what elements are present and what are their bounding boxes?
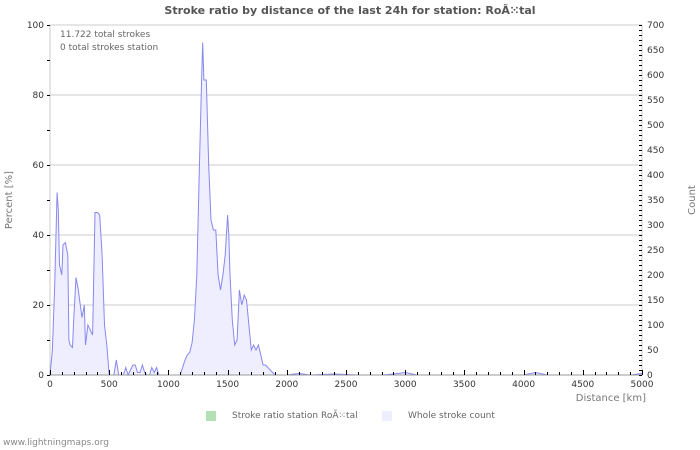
gridlines <box>50 94 642 306</box>
svg-text:150: 150 <box>647 296 664 306</box>
svg-text:350: 350 <box>647 196 664 206</box>
footer-link[interactable]: www.lightningmaps.org <box>3 438 109 448</box>
legend-label-count: Whole stroke count <box>408 411 495 421</box>
chart-title: Stroke ratio by distance of the last 24h… <box>164 4 536 17</box>
legend-label-ratio: Stroke ratio station RoÃ⁙tal <box>232 411 358 421</box>
svg-text:40: 40 <box>33 231 45 241</box>
svg-text:0: 0 <box>47 380 53 390</box>
svg-text:100: 100 <box>647 321 664 331</box>
svg-text:50: 50 <box>647 346 659 356</box>
station-strokes-text: 0 total strokes station <box>60 43 159 53</box>
y-axis-right-label: Count <box>687 185 698 215</box>
svg-text:500: 500 <box>101 380 118 390</box>
svg-text:4000: 4000 <box>512 380 535 390</box>
svg-text:5000: 5000 <box>631 380 654 390</box>
x-axis-ticks: 0 500 1000 1500 2000 2500 3000 3500 4000 4500 5000 <box>47 370 654 390</box>
svg-text:20: 20 <box>33 301 45 311</box>
svg-text:650: 650 <box>647 46 664 56</box>
svg-text:0: 0 <box>647 371 653 381</box>
legend-item-count: Whole stroke count <box>382 411 495 421</box>
y-axis-right-ticks: 0 50 100 150 200 250 300 350 400 450 500 550 600 650 7… <box>639 21 664 381</box>
legend-swatch-ratio <box>206 411 216 421</box>
svg-text:300: 300 <box>647 221 664 231</box>
stroke-info: 11.722 total strokes 0 total strokes sta… <box>60 29 158 55</box>
svg-text:4500: 4500 <box>571 380 594 390</box>
svg-text:400: 400 <box>647 171 664 181</box>
svg-text:600: 600 <box>647 71 664 81</box>
svg-text:700: 700 <box>647 21 664 31</box>
svg-text:550: 550 <box>647 96 664 106</box>
svg-text:0: 0 <box>38 371 44 381</box>
stroke-count-area <box>50 42 642 375</box>
svg-text:1500: 1500 <box>216 380 239 390</box>
svg-text:80: 80 <box>33 91 45 101</box>
legend-swatch-count <box>382 411 392 421</box>
y-axis-left-label: Percent [%] <box>4 171 15 229</box>
svg-text:250: 250 <box>647 246 664 256</box>
svg-text:200: 200 <box>647 271 664 281</box>
svg-text:450: 450 <box>647 146 664 156</box>
svg-text:2500: 2500 <box>335 380 358 390</box>
legend-item-ratio: Stroke ratio station RoÃ⁙tal <box>206 411 358 421</box>
svg-text:1000: 1000 <box>157 380 180 390</box>
x-axis-label: Distance [km] <box>576 393 646 404</box>
svg-text:500: 500 <box>647 121 664 131</box>
y-axis-left-ticks: 0 20 40 60 80 100 <box>27 21 50 381</box>
svg-text:2000: 2000 <box>275 380 298 390</box>
plot-frame <box>49 24 643 376</box>
svg-text:3500: 3500 <box>453 380 476 390</box>
svg-text:100: 100 <box>27 21 44 31</box>
svg-text:3000: 3000 <box>394 380 417 390</box>
stroke-count-line <box>49 42 643 377</box>
svg-text:60: 60 <box>33 161 45 171</box>
total-strokes-text: 11.722 total strokes <box>60 30 151 40</box>
